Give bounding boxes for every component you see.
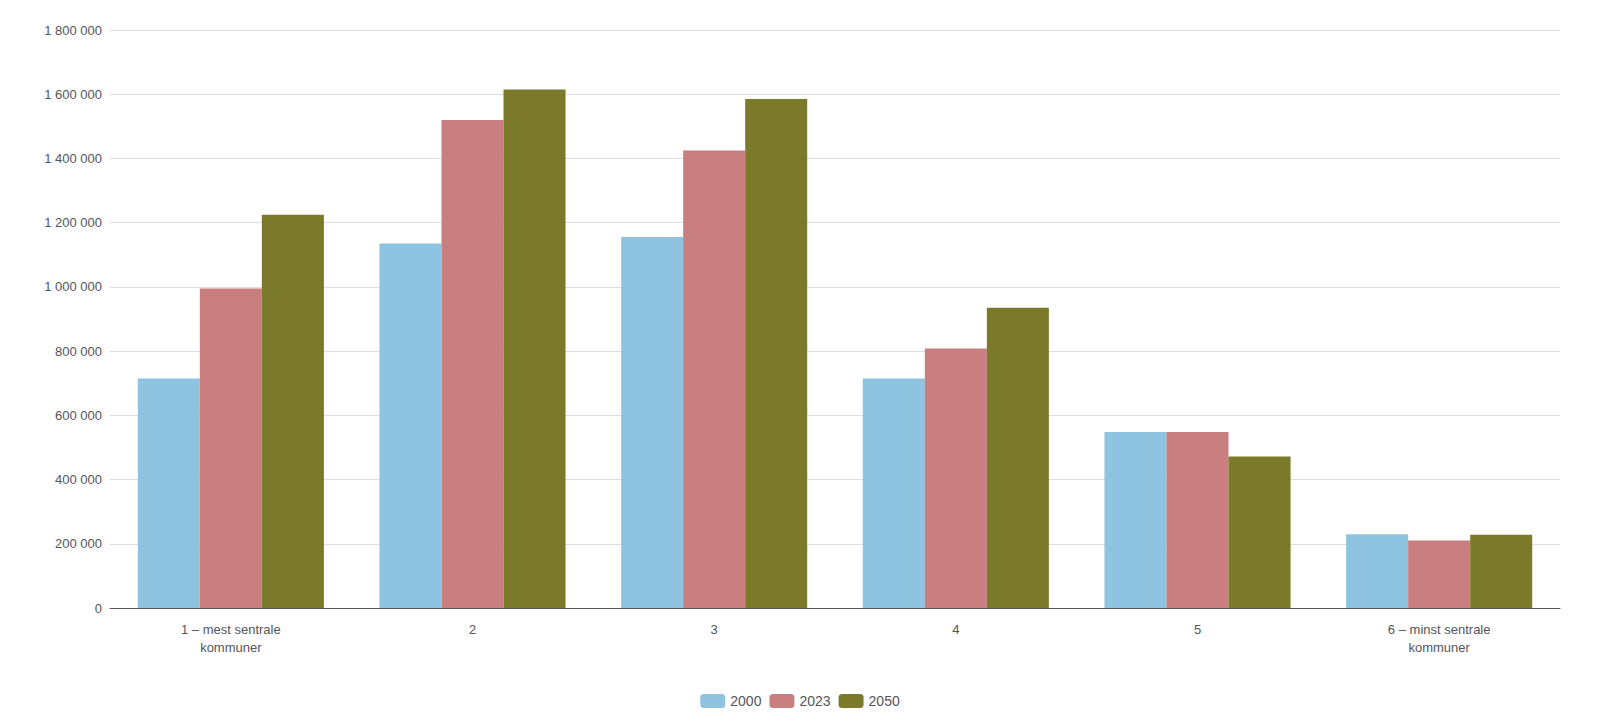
- svg-text:1 600 000: 1 600 000: [44, 87, 102, 102]
- svg-text:200 000: 200 000: [55, 536, 102, 551]
- svg-text:2000: 2000: [730, 693, 761, 709]
- svg-text:1 800 000: 1 800 000: [44, 23, 102, 38]
- svg-text:0: 0: [95, 601, 102, 616]
- svg-text:400 000: 400 000: [55, 472, 102, 487]
- svg-text:1 000 000: 1 000 000: [44, 279, 102, 294]
- svg-text:kommuner: kommuner: [1408, 640, 1470, 655]
- svg-text:3: 3: [711, 622, 718, 637]
- svg-text:4: 4: [952, 622, 959, 637]
- svg-text:2023: 2023: [799, 693, 830, 709]
- svg-text:2050: 2050: [869, 693, 900, 709]
- svg-text:1 400 000: 1 400 000: [44, 151, 102, 166]
- svg-text:600 000: 600 000: [55, 408, 102, 423]
- svg-text:2: 2: [469, 622, 476, 637]
- svg-text:5: 5: [1194, 622, 1201, 637]
- svg-text:6 – minst sentrale: 6 – minst sentrale: [1388, 622, 1491, 637]
- svg-text:1 – mest sentrale: 1 – mest sentrale: [181, 622, 281, 637]
- svg-text:800 000: 800 000: [55, 344, 102, 359]
- svg-text:kommuner: kommuner: [200, 640, 262, 655]
- svg-text:1 200 000: 1 200 000: [44, 215, 102, 230]
